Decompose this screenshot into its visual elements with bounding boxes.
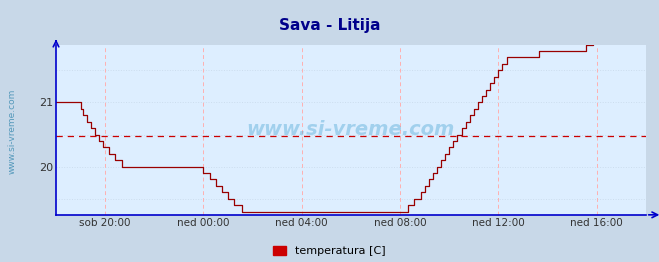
Text: www.si-vreme.com: www.si-vreme.com: [8, 88, 17, 174]
Text: www.si-vreme.com: www.si-vreme.com: [246, 120, 455, 139]
Legend: temperatura [C]: temperatura [C]: [273, 246, 386, 256]
Text: Sava - Litija: Sava - Litija: [279, 18, 380, 33]
